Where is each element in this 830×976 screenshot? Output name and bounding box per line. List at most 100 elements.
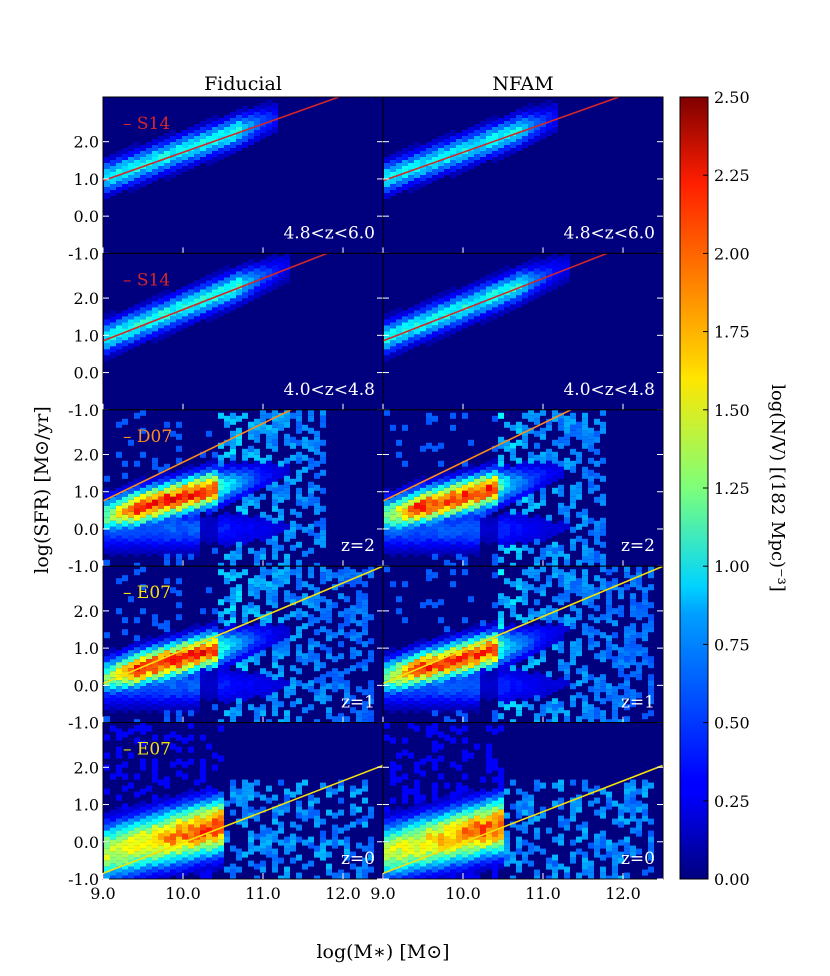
hexbin-cell <box>444 139 450 145</box>
hexbin-cell <box>260 566 266 573</box>
hexbin-cell <box>420 511 426 518</box>
hexbin-cell <box>218 412 224 419</box>
hexbin-cell <box>356 620 362 627</box>
hexbin-cell <box>164 481 170 488</box>
hexbin-cell <box>200 854 206 861</box>
hexbin-cell <box>218 647 224 654</box>
hexbin-cell <box>624 794 630 801</box>
hexbin-cell <box>158 833 164 840</box>
hexbin-cell <box>242 635 248 642</box>
hexbin-cell <box>128 493 134 500</box>
hexbin-cell <box>492 271 498 278</box>
hexbin-cell <box>492 115 498 121</box>
hexbin-cell <box>194 707 200 714</box>
hexbin-cell <box>140 325 146 332</box>
hexbin-cell <box>432 794 438 801</box>
hexbin-cell <box>140 157 146 163</box>
hexbin-cell <box>456 764 462 771</box>
hexbin-cell <box>284 842 290 849</box>
hexbin-cell <box>438 701 444 708</box>
hexbin-cell <box>432 445 438 452</box>
hexbin-cell <box>450 424 456 431</box>
hexbin-cell <box>140 608 146 615</box>
hexbin-cell <box>242 791 248 798</box>
hexbin-cell <box>426 442 432 449</box>
hexbin-cell <box>212 151 218 157</box>
hexbin-cell <box>362 707 368 714</box>
hexbin-cell <box>230 484 236 491</box>
hexbin-cell <box>492 638 498 645</box>
hexbin-cell <box>426 857 432 864</box>
hexbin-cell <box>552 698 558 705</box>
hexbin-cell <box>182 737 188 744</box>
hexbin-cell <box>104 650 110 657</box>
hexbin-cell <box>408 175 414 181</box>
hexbin-cell <box>176 133 182 139</box>
hexbin-cell <box>206 520 212 527</box>
hexbin-cell <box>152 764 158 771</box>
hexbin-cell <box>594 605 600 612</box>
hexbin-cell <box>546 617 552 624</box>
hexbin-cell <box>260 277 266 284</box>
hexbin-cell <box>396 511 402 518</box>
hexbin-cell <box>128 704 134 711</box>
hexbin-cell <box>618 875 624 879</box>
hexbin-cell <box>528 103 534 109</box>
hexbin-cell <box>396 764 402 771</box>
hexbin-cell <box>648 686 654 693</box>
hexbin-cell <box>492 475 498 482</box>
hexbin-cell <box>498 635 504 642</box>
hexbin-cell <box>140 175 146 181</box>
hexbin-cell <box>546 418 552 425</box>
hexbin-cell <box>146 653 152 660</box>
hexbin-cell <box>320 415 326 422</box>
hexbin-cell <box>534 562 540 567</box>
hexbin-cell <box>462 785 468 792</box>
hexbin-cell <box>402 346 408 353</box>
hexbin-cell <box>636 650 642 657</box>
hexbin-cell <box>390 490 396 497</box>
hexbin-cell <box>420 487 426 494</box>
hexbin-cell <box>558 418 564 425</box>
hexbin-cell <box>242 629 248 636</box>
hexbin-cell <box>480 133 486 139</box>
hexbin-cell <box>390 178 396 184</box>
hexbin-cell <box>122 184 128 190</box>
hexbin-cell <box>390 761 396 768</box>
hexbin-cell <box>200 812 206 819</box>
hexbin-cell <box>600 674 606 681</box>
hexbin-cell <box>420 517 426 524</box>
hexbin-cell <box>206 142 212 148</box>
hexbin-cell <box>242 262 248 269</box>
hexbin-cell <box>200 764 206 771</box>
hexbin-cell <box>480 776 486 783</box>
hexbin-cell <box>146 869 152 876</box>
hexbin-cell <box>432 481 438 488</box>
hexbin-cell <box>122 520 128 527</box>
hexbin-cell <box>624 650 630 657</box>
hexbin-cell <box>254 581 260 588</box>
hexbin-cell <box>426 166 432 172</box>
hexbin-cell <box>152 674 158 681</box>
hexbin-cell <box>266 845 272 852</box>
hexbin-cell <box>648 782 654 789</box>
hexbin-cell <box>116 151 122 157</box>
hexbin-cell <box>338 875 344 879</box>
hexbin-cell <box>224 421 230 428</box>
hexbin-cell <box>314 587 320 594</box>
hexbin-cell <box>170 538 176 545</box>
hexbin-cell <box>462 755 468 762</box>
hexbin-cell <box>152 872 158 879</box>
hexbin-cell <box>588 481 594 488</box>
hexbin-cell <box>528 499 534 506</box>
hexbin-cell <box>546 448 552 455</box>
hexbin-cell <box>278 569 284 576</box>
hexbin-cell <box>432 493 438 500</box>
hexbin-cell <box>218 298 224 305</box>
hexbin-cell <box>438 653 444 660</box>
hexbin-cell <box>212 115 218 121</box>
hexbin-cell <box>164 656 170 663</box>
hexbin-cell <box>170 166 176 172</box>
hexbin-cell <box>504 638 510 645</box>
hexbin-cell <box>420 770 426 777</box>
